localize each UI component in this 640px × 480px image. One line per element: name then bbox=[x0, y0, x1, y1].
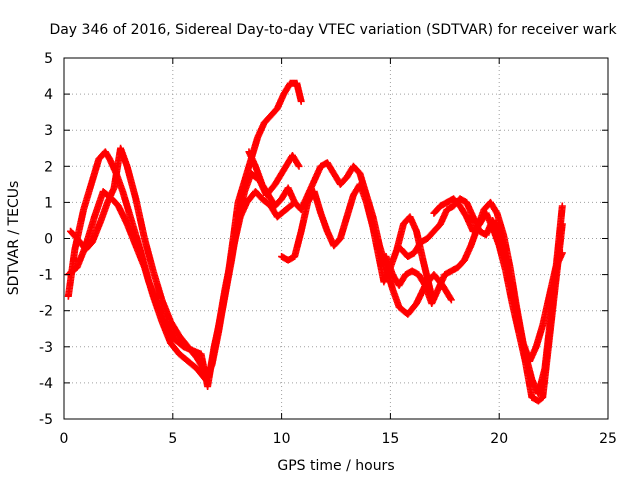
chart-title: Day 346 of 2016, Sidereal Day-to-day VTE… bbox=[49, 22, 617, 38]
data-points bbox=[64, 79, 566, 405]
y-tick-label: -4 bbox=[39, 376, 53, 392]
y-tick-label: 3 bbox=[44, 123, 53, 139]
series-track-a bbox=[64, 79, 305, 383]
y-tick-label: 1 bbox=[44, 195, 53, 211]
series-track-b bbox=[64, 148, 303, 391]
y-axis-title: SDTVAR / TECUs bbox=[6, 181, 22, 296]
x-tick-label: 20 bbox=[490, 431, 508, 447]
y-tick-label: 2 bbox=[44, 159, 53, 175]
x-tick-label: 0 bbox=[60, 431, 69, 447]
y-tick-label: -5 bbox=[39, 412, 53, 428]
y-tick-label: 0 bbox=[44, 232, 53, 248]
x-tick-label: 5 bbox=[168, 431, 177, 447]
y-tick-label: 4 bbox=[44, 87, 53, 103]
y-tick-label: -1 bbox=[39, 268, 53, 284]
y-tick-label: -3 bbox=[39, 340, 53, 356]
data-point bbox=[447, 296, 455, 304]
series-track-e bbox=[278, 180, 436, 300]
series-track-c bbox=[67, 144, 299, 376]
y-tick-labels: -5 -4 -3 -2 -1 0 1 2 3 4 5 bbox=[39, 51, 53, 428]
x-axis-title: GPS time / hours bbox=[277, 458, 394, 474]
data-point bbox=[297, 97, 305, 105]
series-track-d bbox=[245, 148, 455, 318]
x-tick-label: 10 bbox=[273, 431, 291, 447]
grid bbox=[64, 58, 608, 419]
data-point bbox=[294, 161, 302, 169]
x-tick-labels: 0 5 10 15 20 25 bbox=[60, 431, 617, 447]
data-point bbox=[295, 162, 303, 170]
x-tick-label: 25 bbox=[599, 431, 617, 447]
y-tick-label: 5 bbox=[44, 51, 53, 67]
x-tick-label: 15 bbox=[381, 431, 399, 447]
y-tick-label: -2 bbox=[39, 304, 53, 320]
